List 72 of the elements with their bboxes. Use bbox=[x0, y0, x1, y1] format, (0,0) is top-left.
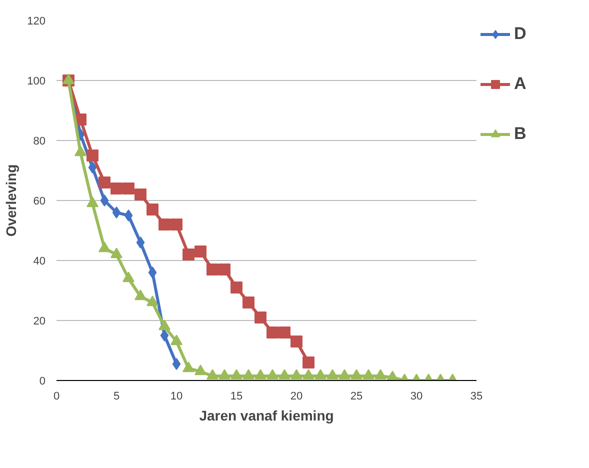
point bbox=[206, 264, 218, 276]
point bbox=[350, 369, 362, 380]
x-tick-label: 0 bbox=[53, 390, 60, 402]
point bbox=[100, 194, 109, 206]
point bbox=[266, 326, 278, 338]
point bbox=[146, 296, 158, 306]
point bbox=[254, 369, 266, 380]
y-tick-label: 80 bbox=[33, 136, 46, 148]
point bbox=[242, 369, 254, 380]
point bbox=[182, 248, 194, 260]
point bbox=[230, 369, 242, 380]
x-tick-label: 20 bbox=[290, 390, 303, 402]
point bbox=[278, 326, 290, 338]
point bbox=[230, 282, 242, 294]
point bbox=[302, 369, 314, 380]
point bbox=[206, 369, 218, 380]
point bbox=[266, 369, 278, 380]
x-tick-label: 5 bbox=[113, 390, 120, 402]
point bbox=[134, 188, 146, 200]
point bbox=[374, 369, 386, 380]
point bbox=[170, 218, 182, 230]
point bbox=[314, 369, 326, 380]
point bbox=[110, 248, 122, 258]
legend-label: D bbox=[514, 24, 528, 44]
point bbox=[158, 320, 170, 330]
point bbox=[362, 369, 374, 380]
point bbox=[122, 182, 134, 194]
point bbox=[338, 369, 350, 380]
point bbox=[148, 266, 157, 278]
point bbox=[170, 334, 182, 346]
point bbox=[160, 330, 169, 342]
point bbox=[218, 369, 230, 380]
point bbox=[242, 296, 254, 308]
y-tick-label: 0 bbox=[39, 376, 46, 388]
point bbox=[182, 362, 194, 372]
point bbox=[86, 196, 98, 208]
point bbox=[110, 182, 122, 194]
point bbox=[112, 206, 121, 218]
point bbox=[86, 150, 98, 162]
x-tick-label: 10 bbox=[170, 390, 183, 402]
point bbox=[122, 272, 134, 282]
point bbox=[194, 364, 206, 376]
point bbox=[290, 369, 302, 380]
point bbox=[290, 336, 302, 348]
point bbox=[124, 210, 133, 222]
point bbox=[218, 264, 230, 276]
point bbox=[326, 369, 338, 380]
point bbox=[158, 218, 170, 230]
x-tick-label: 35 bbox=[470, 390, 483, 402]
point bbox=[146, 204, 158, 216]
legend-label: A bbox=[514, 74, 528, 94]
point bbox=[134, 290, 146, 300]
point bbox=[278, 369, 290, 380]
y-tick-label: 100 bbox=[27, 76, 46, 88]
x-tick-label: 15 bbox=[230, 390, 243, 402]
legend-label: B bbox=[514, 124, 528, 144]
point bbox=[302, 356, 314, 368]
point bbox=[98, 242, 110, 252]
x-axis-title: Jaren vanaf kieming bbox=[199, 408, 334, 424]
x-tick-label: 30 bbox=[410, 390, 423, 402]
y-axis-title: Overleving bbox=[3, 164, 20, 237]
point bbox=[194, 246, 206, 258]
point bbox=[172, 358, 181, 370]
y-tick-label: 120 bbox=[27, 16, 46, 28]
y-tick-label: 60 bbox=[33, 196, 46, 208]
point bbox=[98, 176, 110, 188]
y-tick-label: 20 bbox=[33, 316, 46, 328]
x-tick-label: 25 bbox=[350, 390, 363, 402]
y-tick-label: 40 bbox=[33, 256, 46, 268]
point bbox=[88, 162, 97, 174]
point bbox=[136, 236, 145, 248]
point bbox=[254, 312, 266, 324]
